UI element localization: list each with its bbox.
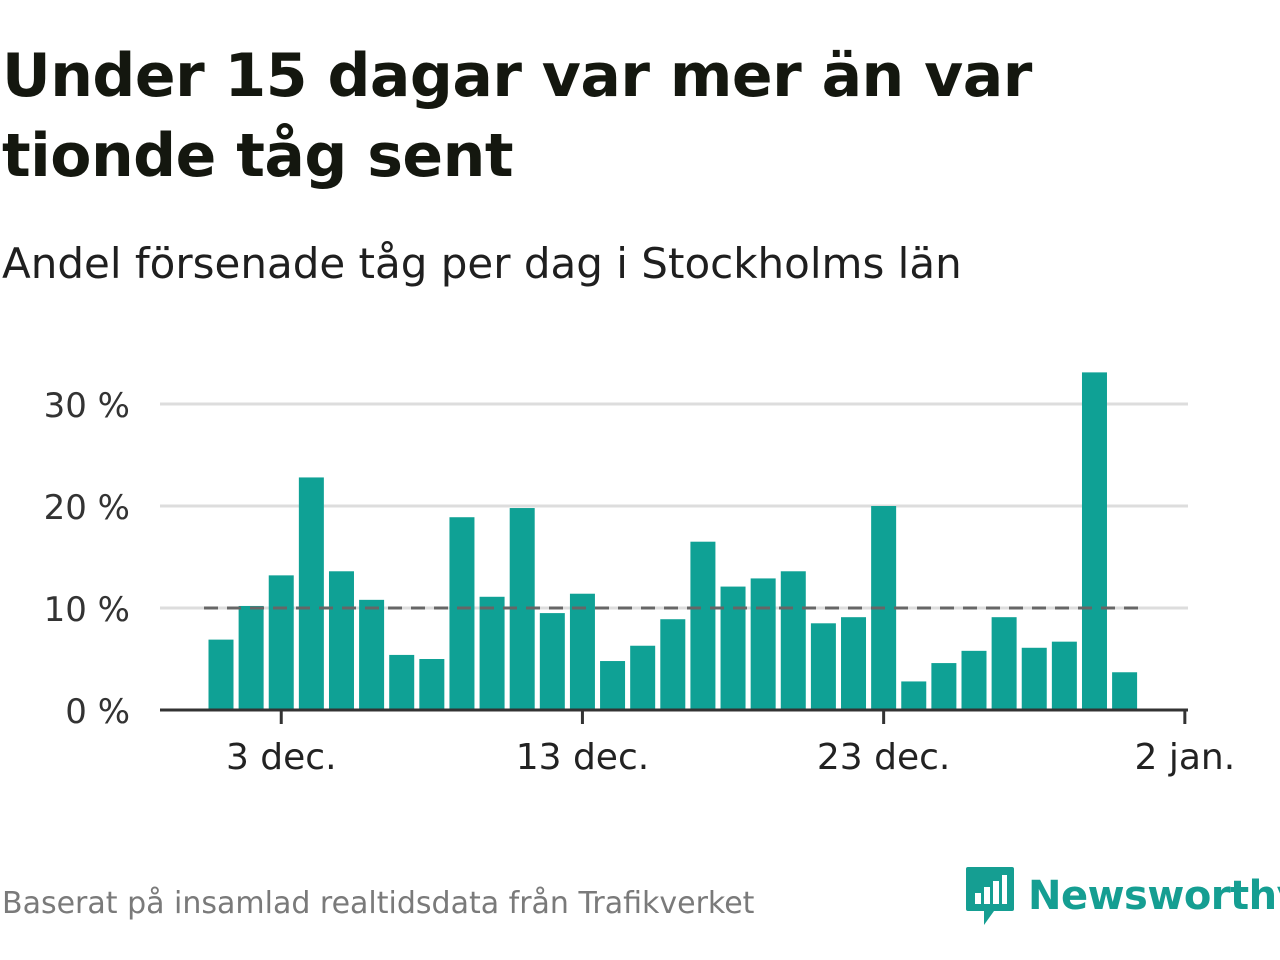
y-tick-label: 30 % (44, 386, 130, 426)
bar (539, 613, 565, 710)
y-tick-label: 20 % (44, 488, 130, 528)
x-tick-label: 2 jan. (1135, 737, 1236, 778)
bar (991, 617, 1017, 710)
chart-subtitle: Andel försenade tåg per dag i Stockholms… (2, 239, 962, 288)
bar-chart: 0 % 10 % 20 % 30 % 3 dec. 13 dec. 23 dec. 2 ja… (44, 372, 1236, 778)
bar (208, 639, 234, 710)
bar (449, 517, 475, 710)
bar (1112, 672, 1138, 710)
bar (419, 659, 445, 710)
bar (328, 571, 354, 710)
x-tick-label: 23 dec. (817, 737, 951, 778)
bar (961, 650, 987, 710)
newsworthy-logo-icon (966, 867, 1014, 925)
bar (780, 571, 806, 710)
bar (841, 617, 867, 710)
brand-name: Newsworthy (1028, 873, 1280, 919)
x-axis: 3 dec. 13 dec. 23 dec. 2 jan. (160, 708, 1236, 778)
bar (298, 477, 324, 710)
bar (600, 661, 626, 710)
bar (810, 623, 836, 710)
y-axis-labels: 0 % 10 % 20 % 30 % (44, 386, 130, 732)
bar (1081, 372, 1107, 710)
bar (901, 681, 927, 710)
bar (238, 605, 264, 710)
bar (1051, 641, 1077, 710)
bar (569, 593, 595, 710)
bar (359, 599, 385, 710)
bar (750, 578, 776, 710)
bar (660, 619, 686, 710)
bar (479, 596, 505, 710)
bar (720, 586, 746, 710)
bar (630, 645, 656, 710)
x-tick-label: 13 dec. (516, 737, 650, 778)
bar (931, 663, 957, 710)
bar (690, 541, 716, 710)
y-tick-label: 10 % (44, 590, 130, 630)
bar (268, 575, 294, 710)
bars (208, 372, 1138, 710)
bar (389, 654, 415, 710)
brand-logo: Newsworthy (964, 864, 1280, 928)
x-tick-label: 3 dec. (226, 737, 337, 778)
bar (1021, 647, 1047, 710)
y-tick-label: 0 % (65, 692, 130, 732)
source-note: Baserat på insamlad realtidsdata från Tr… (2, 886, 755, 921)
chart-title: Under 15 dagar var mer än var tionde tåg… (2, 41, 1032, 191)
